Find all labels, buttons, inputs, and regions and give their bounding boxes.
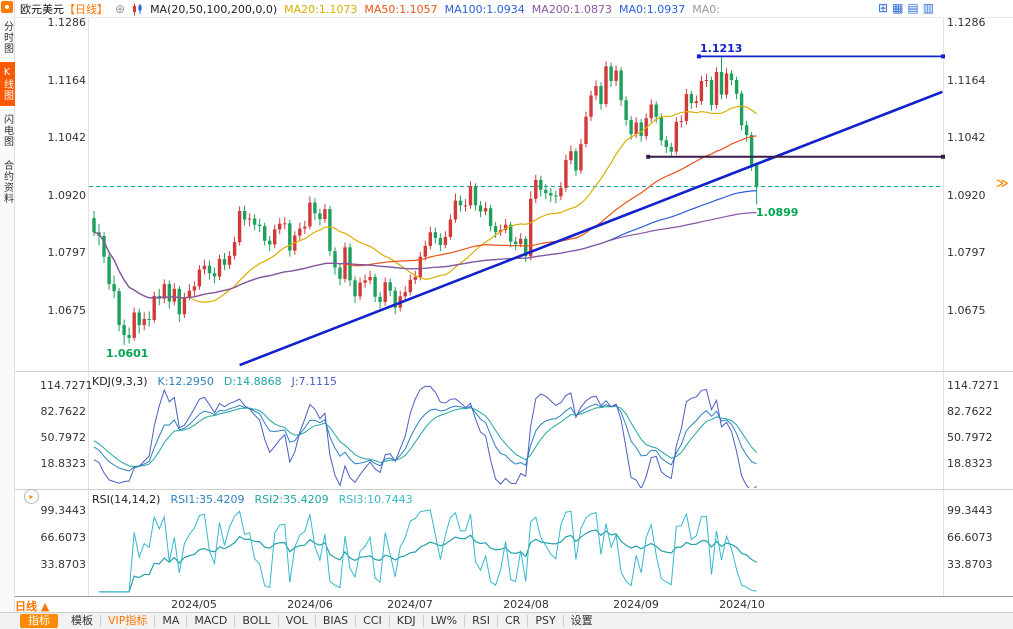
x-axis-label: 2024/07 (387, 598, 433, 611)
toolbar-item-macd[interactable]: MACD (187, 615, 236, 627)
low-price-label: 1.0601 (106, 347, 149, 360)
sidebar-item-kline-chart[interactable]: K线图 (0, 62, 15, 106)
price-marker-icon[interactable]: ≫ (996, 176, 1009, 190)
indicator-toolbar: 指标 模板 VIP指标 MA MACD BOLL VOL BIAS CCI KD… (0, 612, 1013, 629)
layout-rows-icon[interactable]: ▤ (907, 1, 919, 15)
ma0-value: MA0:1.0937 (619, 2, 686, 16)
toolbar-item-cr[interactable]: CR (498, 615, 529, 627)
x-axis-label: 2024/10 (719, 598, 765, 611)
price-axis-label: 1.1164 (947, 74, 986, 87)
kdj-title: KDJ(9,3,3) (92, 375, 148, 388)
kdj-axis-label: 82.7622 (40, 405, 87, 418)
x-axis-label: 2024/05 (171, 598, 217, 611)
sidebar-item-lightning-chart[interactable]: 闪电图 (1, 114, 13, 147)
chart-header: 欧元美元 【日线】 ⊕ MA(20,50,100,200,0,0) MA20:1.… (20, 2, 720, 16)
rsi3-value: RSI3:10.7443 (338, 493, 413, 506)
price-axis-label: 1.0675 (47, 304, 87, 317)
rsi-axis-label: 99.3443 (947, 504, 993, 517)
add-compare-icon[interactable]: ⊕ (115, 2, 126, 16)
price-axis-label: 1.0920 (47, 189, 87, 202)
rsi-title: RSI(14,14,2) (92, 493, 161, 506)
resistance-price-label: 1.1213 (700, 42, 743, 55)
x-axis-label: 2024/09 (613, 598, 659, 611)
price-axis-label: 1.1286 (47, 16, 87, 29)
rsi-axis-label: 66.6073 (40, 531, 87, 544)
kdj-k-value: K:12.2950 (157, 375, 214, 388)
kdj-axis-label: 114.7271 (40, 379, 93, 392)
ma20-value: MA20:1.1073 (284, 2, 358, 16)
toolbar-item-boll[interactable]: BOLL (235, 615, 279, 627)
x-axis-label: 2024/08 (503, 598, 549, 611)
ma50-value: MA50:1.1057 (364, 2, 438, 16)
x-axis-row: 日线 ▲ (15, 597, 1013, 613)
toolbar-item-template[interactable]: 模板 (64, 615, 101, 627)
price-axis-label: 1.0675 (947, 304, 986, 317)
collapse-arrow-icon: ▸ (29, 492, 34, 501)
rsi-axis-label: 66.6073 (947, 531, 993, 544)
toolbar-item-ma[interactable]: MA (155, 615, 188, 627)
left-tab-strip: 分时图 K线图 闪电图 合约资料 (0, 0, 15, 629)
toolbar-item-settings[interactable]: 设置 (570, 614, 593, 627)
kdj-axis-label: 114.7271 (947, 379, 1000, 392)
x-axis-label: 2024/06 (287, 598, 333, 611)
price-axis-label: 1.0797 (47, 246, 87, 259)
price-axis-label: 1.1286 (947, 16, 986, 29)
sidebar-item-contract-info[interactable]: 合约资料 (1, 160, 13, 204)
ma100-value: MA100:1.0934 (444, 2, 525, 16)
rsi-axis-label: 33.8703 (947, 558, 993, 571)
kdj-j-value: J:7.1115 (291, 375, 338, 388)
layout-icon-group: ⊞ ▦ ▤ ▥ (878, 1, 934, 15)
panel-collapse-icon[interactable]: ▸ (24, 489, 39, 504)
toolbar-item-cci[interactable]: CCI (356, 615, 390, 627)
sidebar-item-time-chart[interactable]: 分时图 (1, 21, 13, 54)
layout-columns-icon[interactable]: ▥ (922, 1, 935, 15)
ma-params-label: MA(20,50,100,200,0,0) (150, 2, 278, 16)
toolbar-item-kdj[interactable]: KDJ (390, 615, 424, 627)
toolbar-item-vol[interactable]: VOL (279, 615, 316, 627)
period-selector[interactable]: 日线 ▲ (15, 600, 50, 613)
app-icon[interactable] (1, 1, 13, 13)
layout-tile-icon[interactable]: ▦ (892, 1, 904, 15)
price-axis-label: 1.1042 (47, 131, 87, 144)
toolbar-item-lw[interactable]: LW% (424, 615, 466, 627)
kdj-axis-label: 50.7972 (947, 431, 993, 444)
layout-grid-icon[interactable]: ⊞ (878, 1, 889, 15)
ma0-empty-value: MA0: (692, 2, 720, 16)
kdj-axis-label: 18.8323 (947, 457, 993, 470)
period-dropdown-arrow: ▲ (40, 600, 50, 613)
ma200-value: MA200:1.0873 (531, 2, 613, 16)
toolbar-item-rsi[interactable]: RSI (465, 615, 498, 627)
kdj-axis-label: 18.8323 (40, 457, 87, 470)
rsi-axis-label: 99.3443 (40, 504, 87, 517)
candlestick-icon (132, 3, 143, 16)
price-axis-label: 1.1164 (47, 74, 87, 87)
price-axis-label: 1.1042 (947, 131, 986, 144)
price-axis-label: 1.0797 (947, 246, 986, 259)
kdj-axis-label: 82.7622 (947, 405, 993, 418)
kdj-header: KDJ(9,3,3) K:12.2950 D:14.8868 J:7.1115 (92, 375, 337, 388)
toolbar-item-vip[interactable]: VIP指标 (101, 615, 156, 627)
rsi2-value: RSI2:35.4209 (254, 493, 329, 506)
kdj-axis-label: 50.7972 (40, 431, 87, 444)
toolbar-item-psy[interactable]: PSY (528, 615, 564, 627)
symbol-name: 欧元美元 (20, 3, 64, 16)
toolbar-item-bias[interactable]: BIAS (316, 615, 357, 627)
rsi1-value: RSI1:35.4209 (170, 493, 245, 506)
last-low-price-label: 1.0899 (756, 206, 799, 219)
period-tag: 【日线】 (64, 3, 108, 16)
rsi-axis-label: 33.8703 (40, 558, 87, 571)
rsi-header: RSI(14,14,2) RSI1:35.4209 RSI2:35.4209 R… (92, 493, 413, 506)
kdj-d-value: D:14.8868 (223, 375, 282, 388)
toolbar-item-indicator[interactable]: 指标 (20, 614, 58, 628)
price-axis-label: 1.0920 (947, 189, 986, 202)
